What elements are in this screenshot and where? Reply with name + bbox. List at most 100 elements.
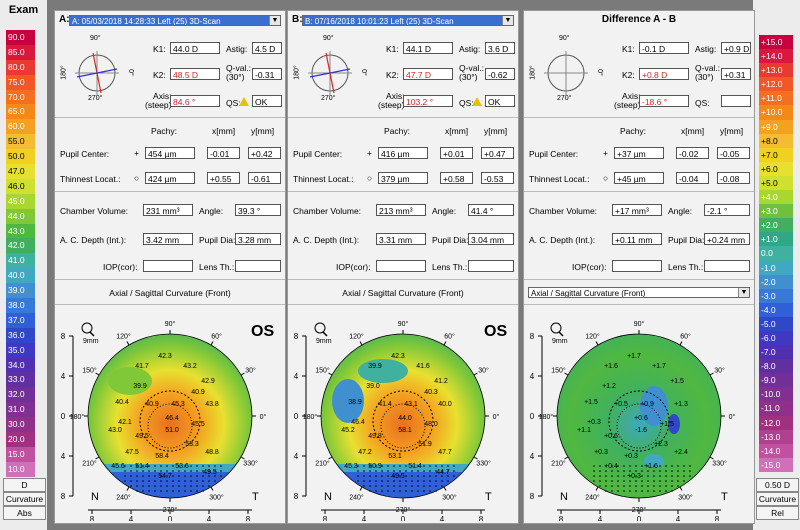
- thinnest-marker-icon: ○: [134, 173, 140, 183]
- exam-select[interactable]: A: 05/03/2018 14:28:33 Left (25) 3D-Scan…: [69, 15, 281, 26]
- pupil-center-label: Pupil Center:: [293, 149, 343, 159]
- thinnest-label: Thinnest Locat.:: [60, 174, 121, 184]
- map-title: Axial / Sagittal Curvature (Front): [109, 288, 231, 298]
- warning-icon: [472, 96, 482, 107]
- map-degree-label: 0°: [493, 413, 500, 421]
- map-degree-label: 150°: [82, 367, 97, 375]
- thin-x-value: -0.04: [676, 172, 709, 184]
- map-value: 43.0: [108, 427, 122, 434]
- map-value: 44.0: [398, 415, 412, 422]
- x-axis-label: 4: [440, 515, 445, 521]
- scale-cell: 75.0: [6, 74, 35, 90]
- diff-scale-cells: +15.0 +14.0 +13.0 +12.0 +11.0 +10.0 +9.0 +8.0 +7…: [759, 35, 793, 472]
- map-value: +0.3: [627, 473, 641, 480]
- keratometry-axis-diagram: [75, 51, 119, 95]
- qval-label: Q-val.: (30°): [459, 63, 485, 82]
- iop-label: IOP(cor):: [336, 262, 371, 272]
- thinnest-label: Thinnest Locat.:: [529, 174, 590, 184]
- pupil-dia-label: Pupil Dia:: [668, 235, 705, 245]
- map-value: 58.1: [398, 427, 412, 434]
- axis-label-270: 270°: [321, 95, 336, 102]
- scale-mm-label: 9mm: [83, 338, 99, 345]
- chamber-volume-label: Chamber Volume:: [60, 206, 129, 216]
- exam-select[interactable]: B: 07/16/2018 10:01:23 Left (25) 3D-Scan…: [302, 15, 514, 26]
- map-type-select[interactable]: Axial / Sagittal Curvature (Front) ▼: [528, 287, 750, 298]
- scale-cell: 0.0: [759, 246, 793, 261]
- map-degree-label: 150°: [315, 367, 330, 375]
- map-value: +2.3: [654, 441, 668, 448]
- keratometry-axis-diagram: [308, 51, 352, 95]
- scale-cell: 34.0: [6, 357, 35, 373]
- x-axis-label: 8: [323, 515, 328, 521]
- chevron-down-icon[interactable]: ▼: [502, 16, 513, 25]
- iop-value: [612, 260, 662, 272]
- temporal-label: T: [485, 491, 492, 503]
- x-axis-label: 4: [676, 515, 681, 521]
- axis-value: 103.2 °: [403, 95, 453, 107]
- map-value: 41.4: [378, 401, 392, 408]
- map-value: 39.0: [366, 383, 380, 390]
- scale-cell: 80.0: [6, 59, 35, 75]
- temporal-label: T: [721, 491, 728, 503]
- map-value: +0.3: [594, 449, 608, 456]
- map-value: 43.8: [205, 401, 219, 408]
- thin-x-value: +0.55: [207, 172, 240, 184]
- map-value: +1.7: [652, 363, 666, 370]
- curvature-map[interactable]: 90°120°150°180°210°240°270°300°330°0°30°…: [288, 316, 518, 521]
- x-axis-label: 0: [168, 515, 173, 521]
- chamber-volume-value: +17 mm³: [612, 204, 662, 216]
- y-axis-label: 8: [530, 492, 535, 501]
- scale-cell: 20.0: [6, 432, 35, 447]
- angle-label: Angle:: [668, 206, 693, 216]
- astig-label: Astig:: [226, 44, 248, 54]
- map-degree-label: 30°: [478, 367, 489, 375]
- qval-label: Q-val.: (30°): [695, 63, 721, 82]
- chevron-down-icon[interactable]: ▼: [269, 16, 280, 25]
- map-value: 51.4: [135, 463, 149, 470]
- scale-cell: +13.0: [759, 63, 793, 78]
- thin-x-value: +0.58: [440, 172, 473, 184]
- scale-cell: -14.0: [759, 443, 793, 458]
- keratometry-axis-diagram: [544, 51, 588, 95]
- pachy-header: Pachy:: [620, 126, 646, 136]
- map-value: 47.7: [438, 449, 452, 456]
- map-value: 49.5: [135, 433, 149, 440]
- axis-value: 84.6 °: [170, 95, 220, 107]
- pupil-dia-value: 3.28 mm: [235, 233, 281, 245]
- lens-th-label: Lens Th.:: [668, 262, 704, 272]
- map-degree-label: 240°: [116, 494, 131, 502]
- astig-value: 4.5 D: [252, 42, 282, 54]
- diff-scale-mode-button[interactable]: Curvature: [756, 492, 799, 506]
- scale-mode-button[interactable]: Curvature: [3, 492, 46, 506]
- pupil-x-value: -0.02: [676, 147, 709, 159]
- scale-cell: 50.0: [6, 149, 35, 165]
- pupil-y-value: +0.42: [248, 147, 281, 159]
- map-value: 45.3: [171, 401, 185, 408]
- pupil-pachy-value: +37 µm: [614, 147, 664, 159]
- curvature-map[interactable]: 90°120°150°180°210°240°270°300°330°0°30°…: [524, 316, 754, 521]
- chevron-down-icon[interactable]: ▼: [738, 288, 749, 297]
- pupil-center-label: Pupil Center:: [60, 149, 110, 159]
- scale-cell: 38.0: [6, 298, 35, 313]
- scale-cell: 70.0: [6, 89, 35, 105]
- y-header: y[mm]: [251, 126, 275, 136]
- map-value: +1.5: [670, 378, 684, 385]
- scale-cell: 85.0: [6, 44, 35, 60]
- diff-scale-type-button[interactable]: Rel: [756, 506, 799, 520]
- map-value: 43.1: [404, 401, 418, 408]
- curvature-map[interactable]: 90°120°150°180°210°240°270°300°330°0°30°…: [55, 316, 285, 521]
- angle-label: Angle:: [199, 206, 224, 216]
- scale-cell: -3.0: [759, 288, 793, 303]
- scale-type-button[interactable]: Abs: [3, 506, 46, 520]
- map-value: 42.3: [391, 353, 405, 360]
- chamber-volume-value: 213 mm³: [376, 204, 426, 216]
- k1-label: K1:: [153, 44, 166, 54]
- scale-cells: 90.0 85.0 80.0 75.0 70.0 65.0 60.0 55.0 50.0 47.0…: [6, 30, 35, 477]
- map-value: 51.9: [418, 441, 432, 448]
- axis-label: Axis: (steep): [378, 91, 405, 110]
- scale-cell: -1.0: [759, 260, 793, 275]
- pupil-marker-icon: +: [134, 148, 139, 158]
- map-value: 45.3: [344, 463, 358, 470]
- axis-label-0: 0°: [595, 69, 603, 76]
- scale-cell: 37.0: [6, 312, 35, 328]
